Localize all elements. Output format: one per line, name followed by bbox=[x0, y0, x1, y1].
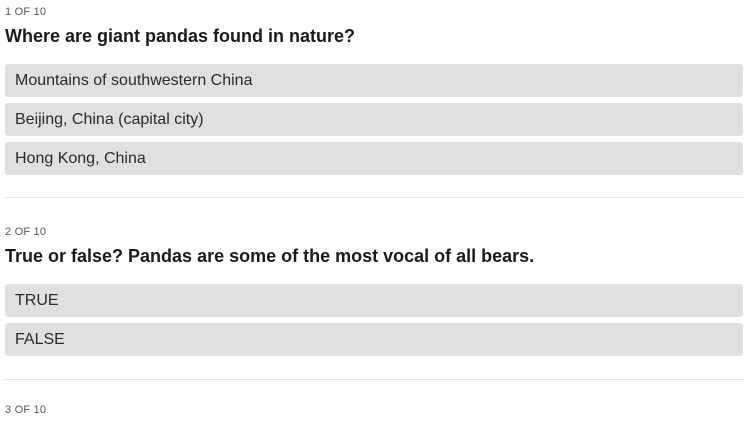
answer-option[interactable]: Hong Kong, China bbox=[5, 142, 743, 175]
question-1: 1 OF 10 Where are giant pandas found in … bbox=[5, 0, 745, 198]
question-title: True or false? Pandas are some of the mo… bbox=[5, 246, 535, 266]
question-title: Where are giant pandas found in nature? bbox=[5, 26, 356, 46]
answer-option[interactable]: TRUE bbox=[5, 284, 743, 317]
question-counter: 3 OF 10 bbox=[5, 404, 47, 416]
question-2: 2 OF 10 True or false? Pandas are some o… bbox=[5, 198, 745, 380]
answer-option[interactable]: Mountains of southwestern China bbox=[5, 64, 743, 97]
question-counter: 2 OF 10 bbox=[5, 226, 47, 238]
question-counter: 1 OF 10 bbox=[5, 6, 47, 18]
answer-option[interactable]: FALSE bbox=[5, 323, 743, 356]
answer-option[interactable]: Beijing, China (capital city) bbox=[5, 103, 743, 136]
question-3: 3 OF 10 bbox=[5, 380, 745, 417]
